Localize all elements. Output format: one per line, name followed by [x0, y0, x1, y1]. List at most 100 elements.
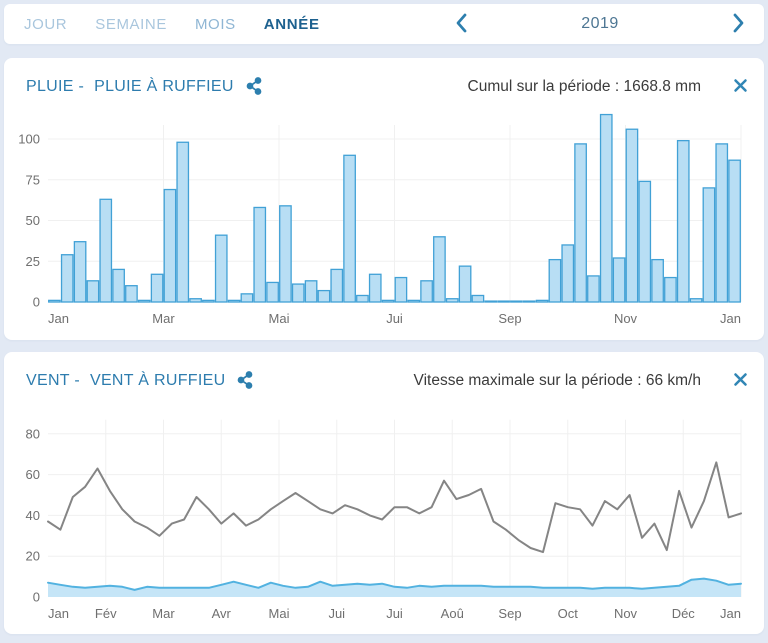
- rain-bar[interactable]: [330, 268, 344, 303]
- rain-bar[interactable]: [291, 283, 305, 303]
- rain-total-stat: Cumul sur la période : 1668.8 mm: [467, 78, 701, 95]
- rain-bar[interactable]: [471, 294, 485, 303]
- x-axis-tick: Jui: [328, 606, 345, 621]
- y-axis-tick: 20: [26, 549, 40, 564]
- wind-title-prefix: VENT -: [26, 372, 80, 389]
- rain-bar[interactable]: [227, 299, 241, 303]
- rain-bar[interactable]: [99, 198, 113, 303]
- rain-bar[interactable]: [253, 206, 267, 303]
- rain-bar[interactable]: [715, 143, 729, 303]
- chevron-left-icon: [454, 12, 469, 37]
- x-axis-tick: Jan: [48, 311, 69, 326]
- rain-bar[interactable]: [689, 298, 703, 303]
- wind-station-name[interactable]: VENT À RUFFIEU: [89, 372, 226, 389]
- tab-semaine[interactable]: SEMAINE: [93, 12, 169, 37]
- rain-bar[interactable]: [561, 244, 575, 303]
- x-axis-tick: Aoû: [441, 606, 464, 621]
- rain-panel-header: PLUIE - PLUIE À RUFFIEU Cumul sur la pér…: [4, 58, 764, 102]
- y-axis-tick: 25: [26, 254, 40, 269]
- rain-close-button[interactable]: [731, 76, 750, 98]
- rain-bar[interactable]: [73, 241, 87, 303]
- rain-share-button[interactable]: [244, 75, 264, 100]
- tab-annee[interactable]: ANNÉE: [262, 12, 322, 37]
- wind-panel-title: VENT - VENT À RUFFIEU: [26, 369, 255, 394]
- y-axis-tick: 0: [33, 295, 40, 310]
- rain-bar[interactable]: [317, 289, 331, 303]
- rain-bar[interactable]: [368, 273, 382, 303]
- rain-bar[interactable]: [407, 299, 421, 303]
- rain-bar[interactable]: [574, 143, 587, 303]
- x-axis-tick: Avr: [212, 606, 232, 621]
- y-axis-tick: 40: [26, 508, 40, 523]
- rain-station-name[interactable]: PLUIE À RUFFIEU: [94, 78, 234, 95]
- rain-bar[interactable]: [510, 300, 523, 303]
- rain-bar[interactable]: [202, 299, 215, 303]
- wind-line-chart[interactable]: 0 20 40 60 80 Jan Fév Mar Avr Mai Jui Jui Aoû Sep Oct N…: [4, 398, 764, 632]
- wind-close-button[interactable]: [731, 370, 750, 392]
- rain-bar[interactable]: [163, 188, 177, 303]
- x-axis-tick: Sep: [498, 606, 521, 621]
- wind-vitesse-moyenne-line: [47, 577, 742, 591]
- rain-bar[interactable]: [279, 205, 292, 303]
- rain-bar[interactable]: [612, 257, 626, 303]
- rain-bar[interactable]: [651, 258, 664, 303]
- rain-bar[interactable]: [214, 234, 228, 303]
- rain-bar[interactable]: [548, 258, 562, 303]
- close-icon: [733, 372, 748, 390]
- x-axis-tick: Nov: [614, 311, 638, 326]
- y-axis-tick: 0: [33, 590, 40, 605]
- period-tabs: JOUR SEMAINE MOIS ANNÉE: [22, 12, 322, 37]
- rain-bar[interactable]: [343, 154, 356, 303]
- rain-bar[interactable]: [702, 187, 716, 303]
- rain-bar[interactable]: [484, 300, 498, 303]
- rain-bar[interactable]: [664, 276, 677, 303]
- rain-bar[interactable]: [522, 300, 536, 303]
- rain-bar[interactable]: [445, 298, 459, 303]
- x-axis-tick: Sep: [498, 311, 521, 326]
- rain-bar[interactable]: [381, 299, 395, 303]
- next-year-button[interactable]: [727, 10, 750, 39]
- rain-bar[interactable]: [125, 285, 138, 303]
- rain-bar[interactable]: [625, 128, 639, 303]
- rain-bar[interactable]: [497, 300, 510, 303]
- rain-bar[interactable]: [189, 298, 202, 303]
- rain-bar[interactable]: [676, 139, 690, 303]
- rain-bar[interactable]: [112, 268, 125, 303]
- rain-bar[interactable]: [433, 236, 446, 303]
- wind-share-button[interactable]: [235, 369, 255, 394]
- y-axis-tick: 80: [26, 426, 40, 441]
- wind-vitesse-maximale-line: [47, 461, 742, 554]
- rain-bar[interactable]: [587, 275, 600, 303]
- rain-bar[interactable]: [240, 293, 254, 303]
- rain-bar[interactable]: [150, 273, 164, 303]
- rain-bar[interactable]: [599, 113, 613, 303]
- y-axis-tick: 60: [26, 467, 40, 482]
- rain-bar[interactable]: [137, 299, 151, 303]
- wind-panel-header: VENT - VENT À RUFFIEU Vitesse maximale s…: [4, 352, 764, 396]
- rain-bar[interactable]: [458, 265, 472, 303]
- rain-bar[interactable]: [304, 280, 318, 303]
- period-navbar: JOUR SEMAINE MOIS ANNÉE 2019: [4, 4, 764, 44]
- x-axis-tick: Jan: [48, 606, 69, 621]
- x-axis-tick: Mai: [269, 606, 290, 621]
- rain-bar[interactable]: [266, 281, 279, 303]
- rain-bar[interactable]: [60, 254, 74, 303]
- rain-bar[interactable]: [176, 141, 190, 303]
- rain-bar[interactable]: [48, 299, 61, 303]
- tab-mois[interactable]: MOIS: [193, 12, 238, 37]
- tab-jour[interactable]: JOUR: [22, 12, 69, 37]
- rain-bar[interactable]: [356, 294, 369, 303]
- rain-bar[interactable]: [394, 276, 408, 303]
- x-axis-tick: Mar: [152, 606, 175, 621]
- wind-max-stat: Vitesse maximale sur la période : 66 km/…: [413, 372, 701, 389]
- rain-bar[interactable]: [728, 159, 741, 303]
- rain-bar-chart[interactable]: 0 25 50 75 100 Jan Mar Mai Jui Sep Nov Jan: [4, 104, 764, 336]
- rain-bar[interactable]: [86, 280, 100, 303]
- previous-year-button[interactable]: [450, 10, 473, 39]
- rain-bar[interactable]: [420, 280, 433, 303]
- rain-bar[interactable]: [535, 299, 549, 303]
- rain-panel: PLUIE - PLUIE À RUFFIEU Cumul sur la pér…: [4, 58, 764, 340]
- rain-panel-title: PLUIE - PLUIE À RUFFIEU: [26, 75, 264, 100]
- rain-bar[interactable]: [638, 180, 652, 303]
- x-axis-tick: Déc: [672, 606, 696, 621]
